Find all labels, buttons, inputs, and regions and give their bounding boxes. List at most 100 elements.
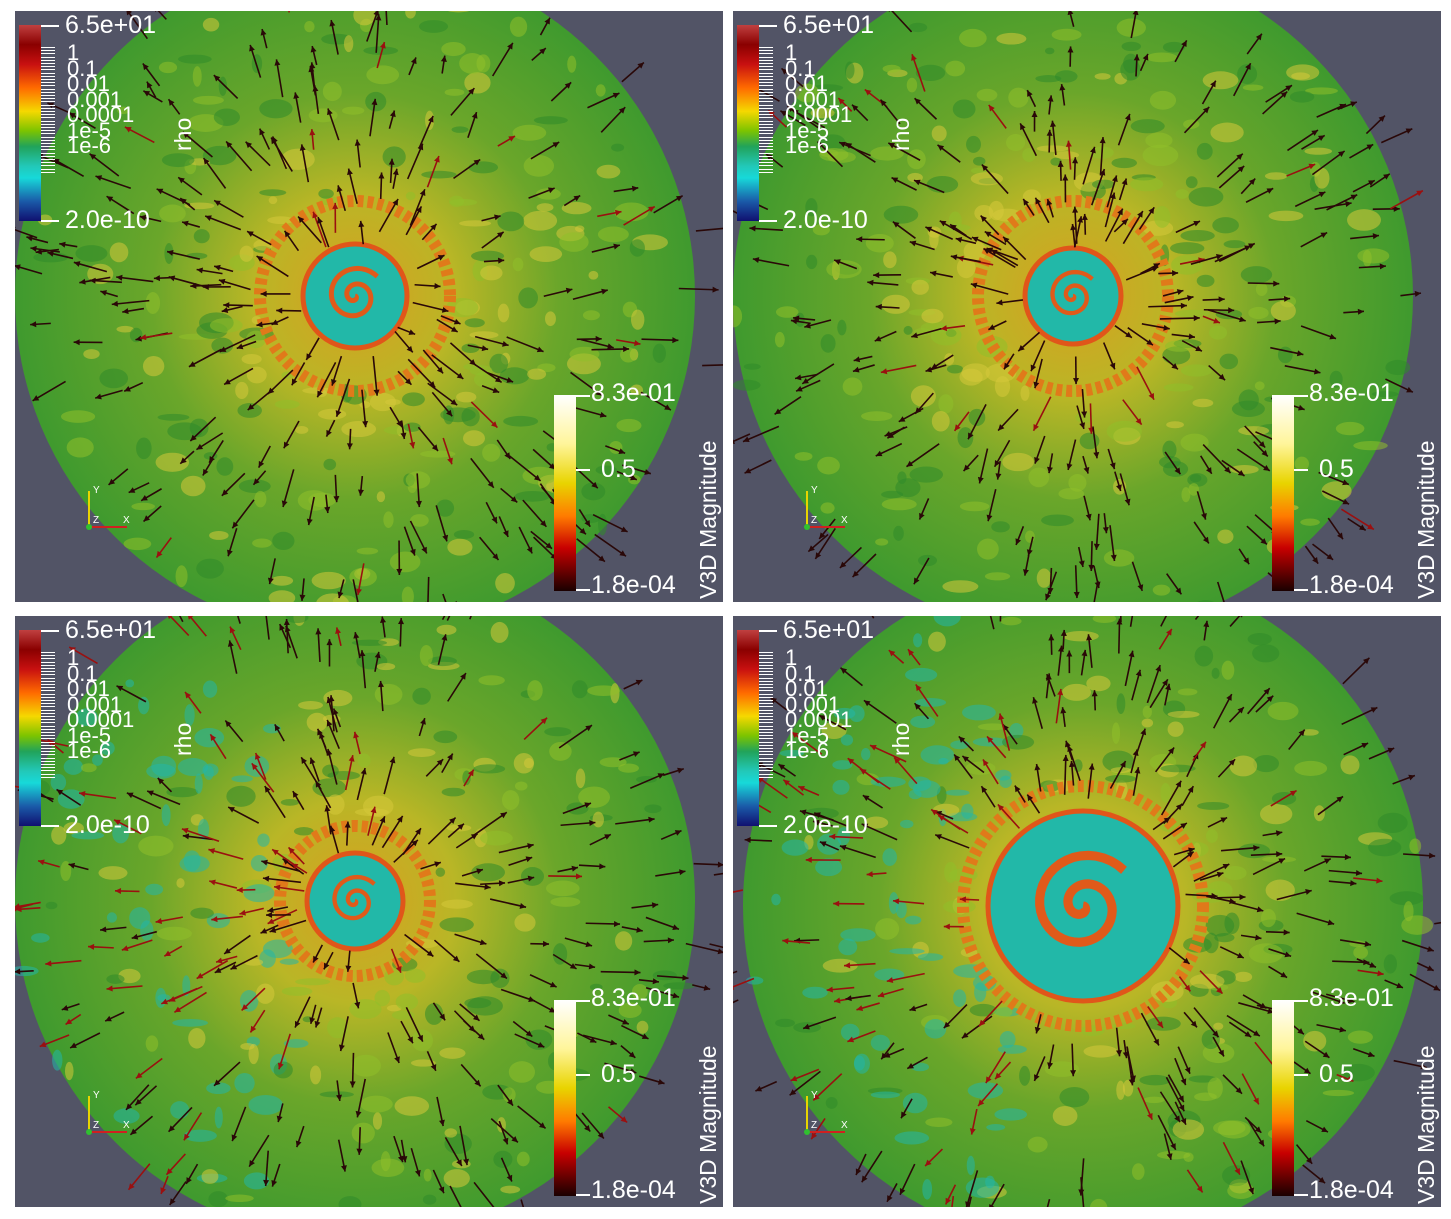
turbulence-blob bbox=[513, 753, 535, 774]
velocity-arrow-head bbox=[985, 1076, 992, 1084]
velocity-arrow-head bbox=[299, 144, 306, 151]
turbulence-blob bbox=[1183, 1152, 1194, 1162]
turbulence-blob bbox=[804, 807, 839, 820]
velocity-arrow bbox=[231, 1106, 247, 1142]
turbulence-blob bbox=[496, 1117, 506, 1133]
velocity-arrow-head bbox=[853, 356, 861, 363]
velocity-arrow-head bbox=[411, 839, 418, 847]
turbulence-blob bbox=[1242, 84, 1264, 91]
velocity-max-label: 8.3e-01 bbox=[1309, 984, 1394, 1012]
velocity-arrow-head bbox=[980, 215, 987, 223]
velocity-arrow-head bbox=[431, 444, 439, 451]
rho-minor-tick bbox=[759, 79, 773, 80]
velocity-arrow bbox=[157, 11, 167, 20]
rho-minor-tick bbox=[759, 127, 773, 128]
velocity-arrow-head bbox=[845, 142, 853, 149]
velocity-mid-label: 0.5 bbox=[1319, 455, 1354, 483]
velocity-arrow-head bbox=[914, 703, 921, 710]
velocity-arrow-head bbox=[249, 44, 255, 52]
turbulence-blob bbox=[972, 737, 1009, 747]
velocity-arrow-head bbox=[915, 684, 922, 692]
velocity-mid-label: 0.5 bbox=[601, 1060, 636, 1088]
velocity-arrow-head bbox=[620, 1116, 628, 1123]
velocity-arrow-head bbox=[374, 651, 381, 659]
velocity-arrow-head bbox=[679, 869, 686, 876]
velocity-arrow-head bbox=[954, 754, 961, 762]
velocity-arrow-head bbox=[1220, 817, 1228, 823]
turbulence-blob bbox=[213, 108, 240, 126]
velocity-arrow-head bbox=[190, 434, 197, 442]
velocity-arrow bbox=[685, 942, 723, 954]
turbulence-blob bbox=[870, 776, 906, 788]
velocity-arrow-head bbox=[930, 270, 937, 277]
rho-minor-tick bbox=[41, 655, 55, 657]
velocity-arrow-head bbox=[635, 679, 643, 686]
turbulence-blob bbox=[439, 917, 474, 933]
rho-tick-label: 1e-5 bbox=[67, 722, 112, 748]
turbulence-blob bbox=[338, 1196, 362, 1207]
velocity-arrow-head bbox=[757, 776, 765, 783]
velocity-arrow-head bbox=[1367, 523, 1374, 530]
velocity-arrow-head bbox=[196, 443, 204, 450]
velocity-arrow bbox=[1236, 448, 1271, 472]
turbulence-blob bbox=[1189, 474, 1202, 483]
velocity-arrow-head bbox=[1187, 295, 1194, 301]
turbulence-blob bbox=[544, 311, 556, 327]
velocity-arrow-head bbox=[886, 977, 894, 984]
rho-minor-tick bbox=[759, 748, 773, 749]
rho-minor-tick bbox=[759, 770, 773, 772]
turbulence-blob bbox=[1181, 487, 1191, 503]
velocity-arrow-head bbox=[839, 141, 846, 148]
velocity-min-label: 1.8e-04 bbox=[591, 1176, 676, 1204]
velocity-arrow-head bbox=[945, 1197, 952, 1205]
turbulence-blob bbox=[512, 257, 524, 272]
velocity-arrow-head bbox=[500, 812, 507, 819]
turbulence-blob bbox=[1079, 432, 1100, 450]
velocity-arrow-head bbox=[69, 112, 76, 119]
turbulence-blob bbox=[636, 776, 657, 784]
velocity-arrow-head bbox=[804, 322, 811, 329]
velocity-arrow-head bbox=[65, 1018, 73, 1025]
turbulence-blob bbox=[1409, 838, 1422, 854]
velocity-arrow-head bbox=[845, 995, 852, 1002]
rho-minor-tick bbox=[41, 706, 55, 708]
velocity-arrow bbox=[733, 999, 739, 1004]
rho-minor-tick bbox=[41, 59, 55, 61]
turbulence-blob bbox=[1036, 568, 1052, 588]
velocity-arrow-head bbox=[332, 202, 339, 209]
velocity-arrow-head bbox=[1064, 740, 1071, 748]
turbulence-blob bbox=[376, 491, 386, 503]
density-field bbox=[733, 616, 1441, 1207]
velocity-arrow-head bbox=[408, 329, 416, 335]
rho-min-tick bbox=[41, 825, 59, 827]
rho-minor-tick bbox=[41, 155, 55, 157]
turbulence-blob bbox=[902, 1092, 928, 1114]
turbulence-blob bbox=[322, 764, 339, 778]
axis-y-label: Y bbox=[93, 1090, 100, 1101]
velocity-arrow-head bbox=[1170, 1143, 1176, 1150]
turbulence-blob bbox=[911, 279, 929, 295]
rho-minor-tick bbox=[41, 680, 55, 682]
velocity-arrow-head bbox=[143, 90, 151, 97]
turbulence-blob bbox=[994, 1108, 1028, 1121]
velocity-arrow-head bbox=[156, 550, 163, 558]
velocity-arrow-head bbox=[317, 390, 323, 398]
rho-minor-tick bbox=[759, 773, 773, 775]
velocity-arrow-head bbox=[153, 275, 161, 282]
velocity-arrow-head bbox=[595, 389, 603, 396]
velocity-arrow-head bbox=[504, 452, 511, 459]
turbulence-blob bbox=[435, 867, 446, 877]
velocity-arrow-head bbox=[1234, 1167, 1240, 1175]
velocity-arrow-head bbox=[781, 68, 789, 75]
rho-minor-tick bbox=[41, 88, 55, 90]
turbulence-blob bbox=[281, 986, 313, 996]
turbulence-blob bbox=[159, 204, 186, 223]
velocity-arrow-head bbox=[396, 420, 402, 428]
turbulence-blob bbox=[915, 64, 946, 81]
rho-minor-tick bbox=[41, 130, 55, 132]
turbulence-blob bbox=[502, 1087, 516, 1103]
velocity-arrow-head bbox=[864, 89, 872, 96]
velocity-arrow-head bbox=[124, 127, 132, 133]
velocity-arrow-head bbox=[188, 361, 196, 367]
turbulence-blob bbox=[588, 270, 599, 280]
